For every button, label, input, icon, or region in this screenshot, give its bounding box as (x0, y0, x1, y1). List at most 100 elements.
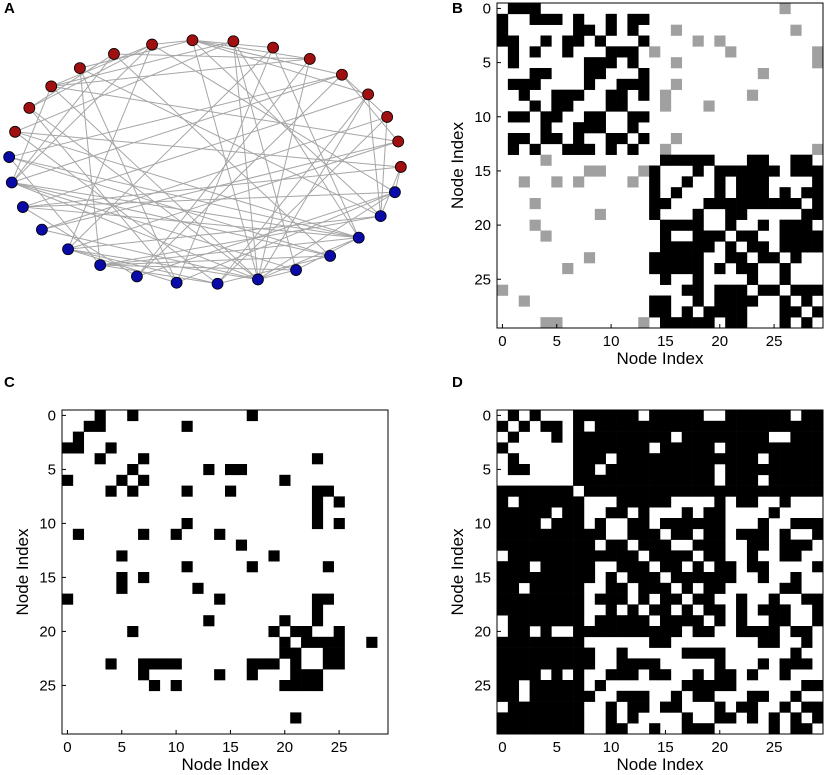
matrix-cell (605, 593, 617, 605)
matrix-cell (551, 701, 563, 713)
matrix-cell (681, 442, 693, 454)
x-tick-label: 10 (603, 333, 620, 350)
matrix-cell (638, 442, 650, 454)
matrix-cell (497, 723, 509, 735)
matrix-cell (311, 636, 324, 648)
matrix-cell (746, 690, 759, 702)
matrix-cell (605, 24, 617, 36)
matrix-cell (812, 420, 824, 432)
x-tick-label: 20 (276, 739, 293, 756)
matrix-cell (551, 420, 563, 432)
matrix-cell (757, 187, 769, 199)
matrix-cell (562, 143, 574, 155)
matrix-cell (573, 626, 585, 638)
matrix-cell (768, 485, 780, 497)
matrix-cell (605, 13, 617, 25)
matrix-cell (148, 680, 161, 692)
matrix-cell (594, 474, 606, 486)
matrix-cell (116, 550, 128, 562)
matrix-cell (562, 615, 574, 627)
matrix-cell (616, 561, 628, 573)
matrix-cell (779, 528, 791, 540)
matrix-cell (562, 680, 574, 692)
matrix-cell (681, 604, 693, 616)
matrix-cell (497, 680, 509, 692)
matrix-cell (790, 518, 802, 530)
matrix-cell (790, 572, 802, 584)
matrix-cell (518, 593, 530, 605)
matrix-cell (649, 636, 661, 648)
matrix-cell (649, 539, 661, 551)
matrix-cell (638, 539, 650, 551)
panel-label-c: C (4, 374, 15, 391)
matrix-cell (627, 431, 639, 443)
matrix-cell (692, 474, 704, 486)
matrix-cell (507, 111, 520, 123)
matrix-b: 0 0 5 5 10 10 15 15 20 20 25 25 Node Index Node Index (448, 0, 824, 368)
matrix-cell (638, 572, 650, 584)
matrix-cell (725, 561, 737, 573)
matrix-cell (746, 550, 759, 562)
matrix-cell (649, 604, 661, 616)
matrix-cell (725, 464, 737, 476)
matrix-cell (583, 550, 596, 562)
matrix-cell (714, 701, 726, 713)
matrix-cell (757, 518, 769, 530)
matrix-cell (768, 723, 780, 735)
matrix-cell (573, 669, 585, 681)
matrix-cell (507, 636, 520, 648)
matrix-cell (703, 690, 715, 702)
matrix-cell (507, 410, 520, 422)
matrix-cell (616, 46, 628, 58)
matrix-cell (573, 690, 585, 702)
matrix-cell (616, 647, 628, 659)
matrix-cell (812, 306, 824, 318)
matrix-cell (692, 165, 704, 177)
matrix-cell (660, 539, 672, 551)
matrix-cell (627, 176, 639, 188)
matrix-cell (529, 712, 541, 724)
matrix-cell (551, 13, 563, 25)
matrix-cell (497, 582, 509, 594)
matrix-frame (61, 409, 389, 735)
matrix-cell (746, 464, 759, 476)
matrix-cell (562, 636, 574, 648)
matrix-cell (529, 219, 541, 231)
matrix-cell (573, 507, 585, 519)
matrix-cell (507, 35, 520, 47)
matrix-cell (551, 317, 563, 329)
matrix-cell (333, 636, 345, 648)
matrix-cell (660, 561, 672, 573)
matrix-cell (507, 647, 520, 659)
matrix-cell (573, 420, 585, 432)
matrix-cell (540, 13, 552, 25)
matrix-cell (497, 690, 509, 702)
matrix-cell (660, 252, 672, 264)
matrix-cell (812, 485, 824, 497)
matrix-cell (692, 219, 704, 231)
matrix-cell (529, 680, 541, 692)
matrix-cell (311, 507, 324, 519)
matrix-cell (660, 518, 672, 530)
matrix-cell (768, 636, 780, 648)
matrix-cell (540, 680, 552, 692)
matrix-cell (497, 636, 509, 648)
matrix-cell (638, 78, 650, 90)
matrix-cell (170, 528, 182, 540)
matrix-cell (649, 165, 661, 177)
matrix-cell (638, 165, 650, 177)
matrix-cell (736, 208, 748, 220)
matrix-cell (812, 46, 824, 58)
matrix-cell (681, 317, 693, 329)
matrix-cell (812, 474, 824, 486)
matrix-cell (801, 431, 813, 443)
matrix-cell (714, 453, 726, 465)
matrix-cell (790, 219, 802, 231)
matrix-cell (681, 507, 693, 519)
matrix-cell (801, 410, 813, 422)
matrix-cell (551, 528, 563, 540)
matrix-cell (562, 690, 574, 702)
panel-label-d: D (452, 374, 463, 391)
matrix-cell (649, 187, 661, 199)
